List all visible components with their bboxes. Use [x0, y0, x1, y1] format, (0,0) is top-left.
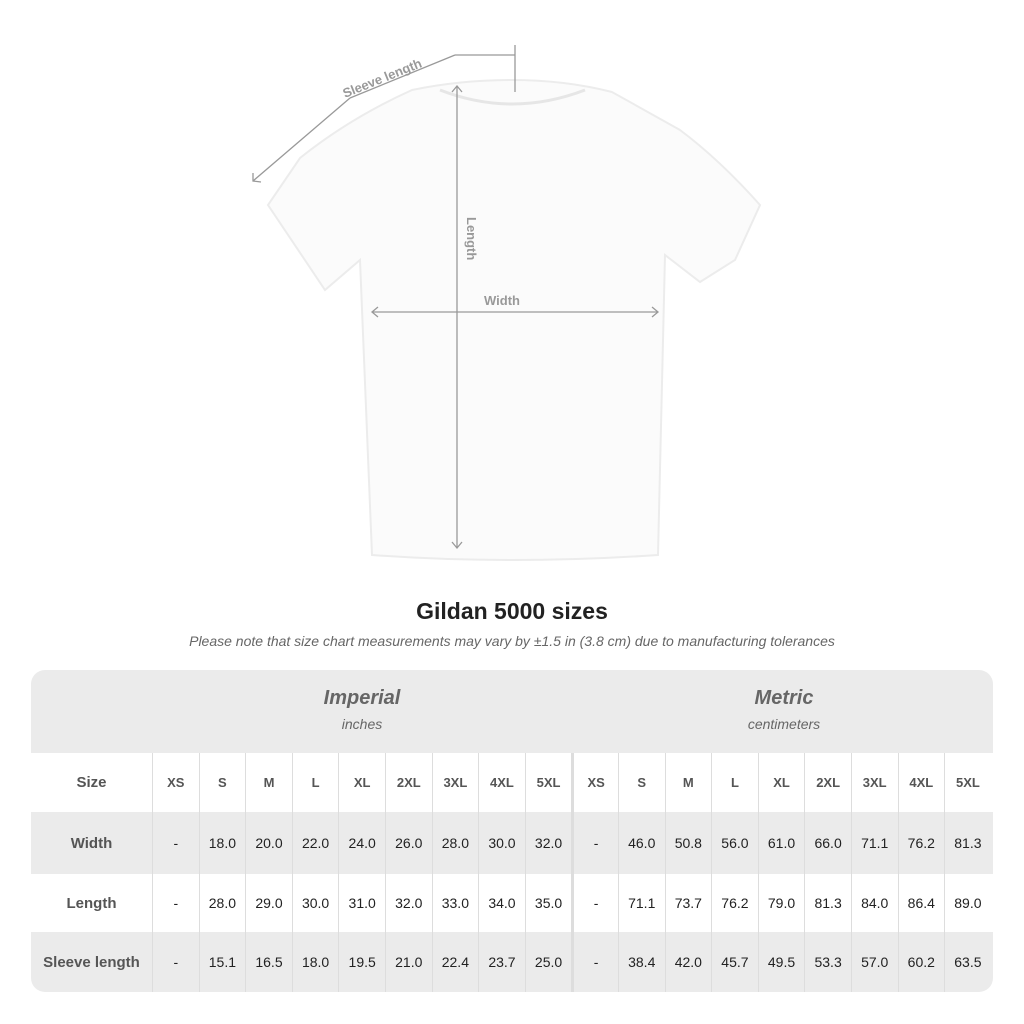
- table-cell: 86.4: [897, 874, 945, 932]
- table-cell: 66.0: [804, 812, 851, 874]
- table-row-width: Width -18.0 20.0 22.0 24.0 26.0 28.0 30.0 32.0-4…: [31, 812, 993, 874]
- table-cell: 76.2: [897, 812, 945, 874]
- table-cell: 20.0: [245, 812, 292, 874]
- table-cell: 30.0: [291, 874, 339, 932]
- table-cell: 79.0: [757, 874, 805, 932]
- table-cell: 50.8: [664, 812, 712, 874]
- size-header-cell: 5XL: [524, 753, 572, 812]
- size-header-cell: XS: [571, 753, 618, 812]
- table-cell: 34.0: [478, 874, 525, 932]
- table-cell: 26.0: [384, 812, 432, 874]
- size-header-cell: XL: [757, 753, 805, 812]
- size-header-row: Size XS S M L XL 2XL 3XL 4XL 5XL XS S M L XL 2XL 3XL 4XL…: [31, 753, 993, 812]
- size-header-cell: 3XL: [850, 753, 898, 812]
- table-cell: 73.7: [664, 874, 712, 932]
- size-header-cell: M: [245, 753, 292, 812]
- size-header-cell: L: [711, 753, 758, 812]
- table-cell: 16.5: [245, 932, 292, 992]
- size-table: Imperial inches Metric centimeters Size …: [31, 670, 993, 992]
- table-cell: 49.5: [757, 932, 805, 992]
- size-header-cell: S: [198, 753, 246, 812]
- length-label: Length: [464, 217, 479, 260]
- table-row-length: Length -28.0 29.0 30.0 31.0 32.0 33.0 34.0 35.0-…: [31, 874, 993, 932]
- table-cell: 89.0: [944, 874, 991, 932]
- table-cell: 30.0: [478, 812, 525, 874]
- row-label: Width: [70, 834, 113, 852]
- table-cell: 22.4: [431, 932, 479, 992]
- table-cell: -: [571, 874, 618, 932]
- page-title: Gildan 5000 sizes: [416, 598, 608, 624]
- table-cell: 84.0: [850, 874, 898, 932]
- table-cell: 32.0: [524, 812, 572, 874]
- table-cell: 81.3: [944, 812, 991, 874]
- metric-group-header: Metric centimeters: [574, 670, 993, 753]
- table-cell: 53.3: [804, 932, 851, 992]
- table-cell: 35.0: [524, 874, 572, 932]
- size-header-cell: 4XL: [478, 753, 525, 812]
- table-cell: 42.0: [664, 932, 712, 992]
- table-cell: 19.5: [338, 932, 385, 992]
- table-cell: 29.0: [245, 874, 292, 932]
- size-header-cell: 3XL: [431, 753, 479, 812]
- row-label: Length: [66, 894, 117, 912]
- table-cell: 46.0: [617, 812, 665, 874]
- size-header-cell: L: [291, 753, 339, 812]
- table-cell: 32.0: [384, 874, 432, 932]
- table-cell: 23.7: [478, 932, 525, 992]
- table-cell: -: [152, 812, 199, 874]
- table-cell: 76.2: [711, 874, 758, 932]
- table-row-sleeve-length: Sleeve length -15.1 16.5 18.0 19.5 21.0 22.4 23…: [31, 932, 993, 992]
- table-cell: -: [152, 874, 199, 932]
- table-cell: 38.4: [617, 932, 665, 992]
- table-cell: 56.0: [711, 812, 758, 874]
- table-cell: 28.0: [431, 812, 479, 874]
- sleeve-line: [252, 97, 351, 182]
- tolerance-note: Please note that size chart measurements…: [189, 633, 835, 649]
- size-header-cell: XL: [338, 753, 385, 812]
- table-cell: -: [571, 932, 618, 992]
- tshirt-shape: [266, 78, 762, 561]
- table-cell: 25.0: [524, 932, 572, 992]
- tshirt-diagram: Sleeve length Length Width: [252, 45, 762, 561]
- metric-unit: centimeters: [747, 716, 821, 732]
- size-header-cell: S: [617, 753, 665, 812]
- size-header-cell: M: [664, 753, 712, 812]
- size-header-cell: XS: [152, 753, 199, 812]
- table-cell: 24.0: [338, 812, 385, 874]
- size-header-cell: 4XL: [897, 753, 945, 812]
- size-header-cell: 2XL: [804, 753, 851, 812]
- table-cell: 18.0: [198, 812, 246, 874]
- table-cell: -: [152, 932, 199, 992]
- table-cell: 18.0: [291, 932, 339, 992]
- metric-heading: Metric: [754, 687, 814, 709]
- table-cell: 57.0: [850, 932, 898, 992]
- table-cell: 45.7: [711, 932, 758, 992]
- imperial-group-header: Imperial inches: [152, 670, 572, 753]
- table-cell: 28.0: [198, 874, 246, 932]
- table-cell: 71.1: [617, 874, 665, 932]
- width-label: Width: [484, 293, 520, 308]
- table-cell: 33.0: [431, 874, 479, 932]
- table-cell: 63.5: [944, 932, 991, 992]
- table-cell: 61.0: [757, 812, 805, 874]
- table-cell: 22.0: [291, 812, 339, 874]
- table-cell: 31.0: [338, 874, 385, 932]
- table-cell: 21.0: [384, 932, 432, 992]
- table-cell: 81.3: [804, 874, 851, 932]
- row-label: Sleeve length: [43, 953, 140, 971]
- imperial-heading: Imperial: [323, 687, 401, 709]
- size-header-cell: 5XL: [944, 753, 991, 812]
- table-cell: 15.1: [198, 932, 246, 992]
- table-cell: 71.1: [850, 812, 898, 874]
- imperial-unit: inches: [341, 716, 383, 732]
- size-label: Size: [76, 774, 107, 791]
- size-header-cell: 2XL: [384, 753, 432, 812]
- table-cell: 60.2: [897, 932, 945, 992]
- table-cell: -: [571, 812, 618, 874]
